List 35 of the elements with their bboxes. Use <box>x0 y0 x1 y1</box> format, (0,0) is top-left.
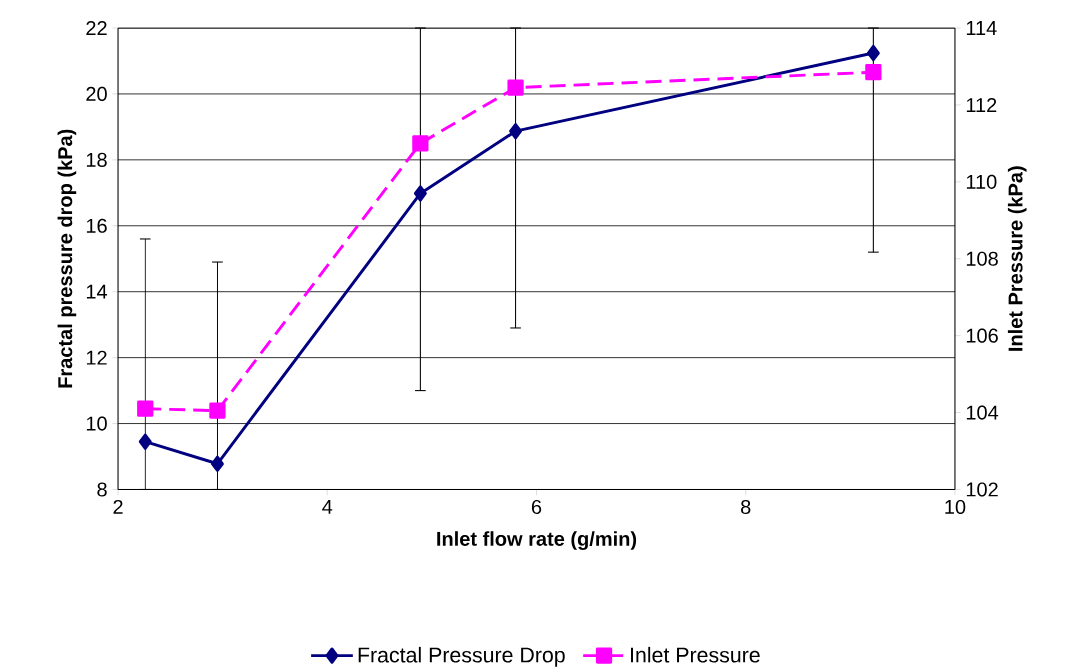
y-tick-label: 12 <box>86 350 107 365</box>
legend-label: Inlet Pressure <box>631 646 760 663</box>
legend-label: Fractal Pressure Drop <box>358 646 565 667</box>
x-tick-label: 8 <box>741 499 751 514</box>
y2-tick-label: 102 <box>966 482 998 497</box>
x-tick-label: 6 <box>531 499 542 514</box>
y-tick-label: 18 <box>86 152 107 167</box>
y2-tick-label: 108 <box>966 251 998 266</box>
y2-tick-label: 112 <box>966 97 997 112</box>
point <box>865 64 882 81</box>
y-tick-label: 10 <box>86 416 107 431</box>
x-axis-title: Inlet flow rate (g/min) <box>437 531 637 550</box>
x-tick-label: 10 <box>945 499 966 514</box>
x-tick-label: 4 <box>322 499 333 514</box>
y-tick-label: 16 <box>86 218 107 233</box>
y2-tick-label: 114 <box>966 21 997 35</box>
point <box>509 122 523 140</box>
point <box>138 433 152 450</box>
y2-tick-label: 104 <box>966 405 999 420</box>
point <box>209 402 226 419</box>
y-axis-title: Fractal pressure drop (kPa) <box>57 129 77 388</box>
point <box>412 135 429 152</box>
y-tick-label: 20 <box>86 86 107 101</box>
point <box>137 400 154 417</box>
x-tick-label: 2 <box>113 499 123 514</box>
y-tick-label: 14 <box>86 284 108 299</box>
y2-axis-title: Inlet Pressure (kPa) <box>1007 166 1027 351</box>
y-tick-label: 22 <box>86 20 107 35</box>
y2-tick-label: 110 <box>966 174 997 189</box>
y2-tick-label: 106 <box>966 328 998 343</box>
y-tick-label: 8 <box>97 482 107 497</box>
point <box>413 185 427 202</box>
point <box>210 455 224 472</box>
point <box>866 44 880 62</box>
point <box>507 79 524 96</box>
